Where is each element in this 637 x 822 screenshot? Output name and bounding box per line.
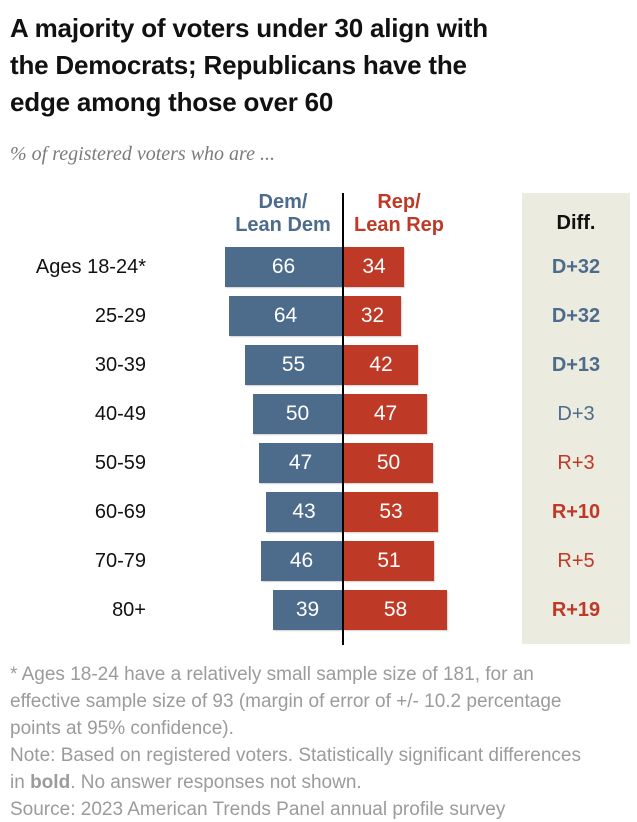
diverging-bar-chart: Dem/ Lean Dem Rep/ Lean Rep Diff. Ages 1… [0,191,637,645]
rep-bar: 47 [344,394,427,434]
rep-bar: 50 [344,443,433,483]
rep-bar: 42 [344,345,418,385]
note-bold-word: bold [30,772,71,793]
chart-row: 80+ 39 58 R+19 [0,590,637,630]
chart-subtitle: % of registered voters who are ... [10,143,275,165]
diff-value: R+3 [557,452,595,474]
chart-row: 30-39 55 42 D+13 [0,345,637,385]
chart-row: 70-79 46 51 R+5 [0,541,637,581]
age-group-label: 80+ [112,599,146,621]
dem-bar: 64 [229,296,342,336]
chart-row: 60-69 43 53 R+10 [0,492,637,532]
chart-title: A majority of voters under 30 align with… [10,13,488,117]
dem-bar: 46 [261,541,342,581]
note-text: Note: Based on registered voters. Statis… [10,745,581,793]
age-group-label: 60-69 [94,501,146,523]
dem-bar: 50 [253,394,342,434]
age-group-label: Ages 18-24* [35,256,146,278]
dem-bar: 43 [266,492,342,532]
chart-row: 40-49 50 47 D+3 [0,394,637,434]
diff-value: D+32 [551,305,601,327]
rep-bar: 53 [344,492,438,532]
diff-value: D+13 [551,354,601,376]
diff-column-header: Diff. [556,212,596,234]
dem-bar: 55 [245,345,342,385]
age-group-label: 40-49 [94,403,146,425]
rep-bar: 58 [344,590,447,630]
age-group-label: 25-29 [94,305,146,327]
note-text-suffix: . No answer responses not shown. [70,772,362,793]
center-axis-line [342,193,344,645]
age-group-label: 30-39 [94,354,146,376]
dem-bar: 66 [225,247,342,287]
chart-row: Ages 18-24* 66 34 D+32 [0,247,637,287]
rep-bar: 34 [344,247,404,287]
source-line: Source: 2023 American Trends Panel annua… [10,799,506,820]
diff-value: R+10 [551,501,601,523]
diff-column-background [522,193,630,644]
diff-value: D+3 [557,403,595,425]
chart-row: 25-29 64 32 D+32 [0,296,637,336]
chart-row: 50-59 47 50 R+3 [0,443,637,483]
note: Note: Based on registered voters. Statis… [10,742,600,796]
dem-bar: 39 [273,590,342,630]
rep-bar: 32 [344,296,401,336]
diff-value: R+5 [557,550,595,572]
dem-bar: 47 [259,443,342,483]
dem-column-header: Dem/ Lean Dem [235,191,331,236]
age-group-label: 70-79 [94,550,146,572]
age-group-label: 50-59 [94,452,146,474]
chart-footer: * Ages 18-24 have a relatively small sam… [10,661,600,822]
diff-value: D+32 [551,256,601,278]
diff-value: R+19 [551,599,601,621]
rep-column-header: Rep/ Lean Rep [353,191,445,236]
footnote: * Ages 18-24 have a relatively small sam… [10,664,562,739]
rep-bar: 51 [344,541,434,581]
